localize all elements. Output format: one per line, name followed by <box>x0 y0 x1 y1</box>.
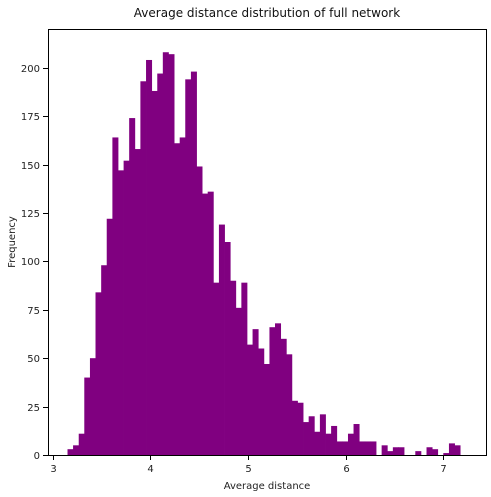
y-tick-label: 50 <box>27 354 40 365</box>
histogram-bar <box>101 265 108 455</box>
y-tick-label: 150 <box>21 161 40 172</box>
histogram-bar <box>303 422 310 455</box>
histogram-bar <box>123 160 130 456</box>
histogram-bar <box>263 363 270 455</box>
histogram-bar <box>398 447 405 455</box>
histogram-bar <box>381 445 388 455</box>
histogram-bar <box>196 166 203 456</box>
histogram-bar <box>454 445 461 455</box>
x-axis-ticks: 3 4 5 6 7 <box>50 455 447 475</box>
histogram-bar <box>387 451 394 455</box>
histogram-bar <box>207 191 214 455</box>
histogram-bar <box>314 431 321 455</box>
x-tick-label: 5 <box>245 464 251 475</box>
histogram-bar <box>129 118 136 455</box>
histogram-bar <box>331 425 338 455</box>
histogram-bar <box>286 354 293 455</box>
histogram-bar <box>151 90 158 456</box>
y-tick-label: 25 <box>27 403 40 414</box>
histogram-bar <box>415 451 422 455</box>
histogram-bar <box>213 282 220 455</box>
histogram-bar <box>443 453 450 455</box>
histogram-bar <box>364 441 371 455</box>
x-tick-label: 7 <box>440 464 446 475</box>
histogram-bar <box>308 416 315 455</box>
histogram-bar <box>392 447 399 455</box>
y-tick-label: 0 <box>34 451 40 462</box>
histogram-bar <box>353 424 360 455</box>
histogram-bar <box>258 348 265 455</box>
x-tick-label: 6 <box>343 464 349 475</box>
histogram-bar <box>319 414 326 455</box>
histogram-bar <box>185 79 192 455</box>
y-tick-label: 175 <box>21 112 40 123</box>
histogram-bar <box>426 447 433 455</box>
histogram-bar <box>78 433 85 455</box>
histogram-bar <box>84 377 91 455</box>
histogram-bar <box>432 449 439 455</box>
chart-title: Average distance distribution of full ne… <box>134 6 400 20</box>
histogram-bar <box>224 242 231 455</box>
y-tick-label: 200 <box>21 64 40 75</box>
histogram-bar <box>162 52 169 456</box>
histogram-bar <box>291 400 298 455</box>
histogram-bar <box>67 449 74 455</box>
histogram-bar <box>218 224 225 455</box>
histogram-bar <box>190 71 197 455</box>
x-tick-label: 4 <box>147 464 153 475</box>
histogram-bar <box>73 445 80 455</box>
histogram-bar <box>235 307 242 455</box>
x-tick-label: 3 <box>50 464 56 475</box>
histogram-bar <box>336 441 343 455</box>
histogram-bar <box>202 193 209 455</box>
histogram-bar <box>134 149 141 456</box>
histogram-bar <box>112 137 119 455</box>
histogram-bar <box>347 433 354 455</box>
histogram-bar <box>89 358 96 455</box>
y-tick-label: 75 <box>27 306 40 317</box>
histogram-bar <box>280 338 287 455</box>
histogram-bar <box>95 292 102 455</box>
histogram-bar <box>157 73 164 455</box>
histogram-bar <box>370 441 377 455</box>
histogram-bar <box>297 402 304 455</box>
histogram-bar <box>342 441 349 455</box>
y-tick-label: 100 <box>21 257 40 268</box>
histogram-bar <box>325 433 332 455</box>
axes <box>48 29 487 456</box>
y-tick-label: 125 <box>21 209 40 220</box>
histogram-bar <box>179 137 186 455</box>
histogram-bar <box>247 344 254 455</box>
histogram-bar <box>359 441 366 455</box>
histogram-bar <box>140 81 147 455</box>
histogram-bar <box>168 54 175 456</box>
y-axis-ticks: 0 25 50 75 100 125 150 175 200 <box>21 64 48 462</box>
y-axis-label: Frequency <box>7 216 18 268</box>
histogram-bar <box>448 443 455 455</box>
histogram-bar <box>106 218 113 455</box>
histogram-bar <box>269 327 276 455</box>
histogram-bar <box>275 323 282 455</box>
histogram-bar <box>174 143 181 455</box>
histogram-bar <box>241 282 248 455</box>
histogram-bar <box>230 280 237 455</box>
histogram-bars <box>67 52 461 456</box>
histogram-bar <box>146 59 153 455</box>
histogram-bar <box>252 329 259 455</box>
x-axis-label: Average distance <box>224 481 311 492</box>
histogram-bar <box>117 170 124 455</box>
